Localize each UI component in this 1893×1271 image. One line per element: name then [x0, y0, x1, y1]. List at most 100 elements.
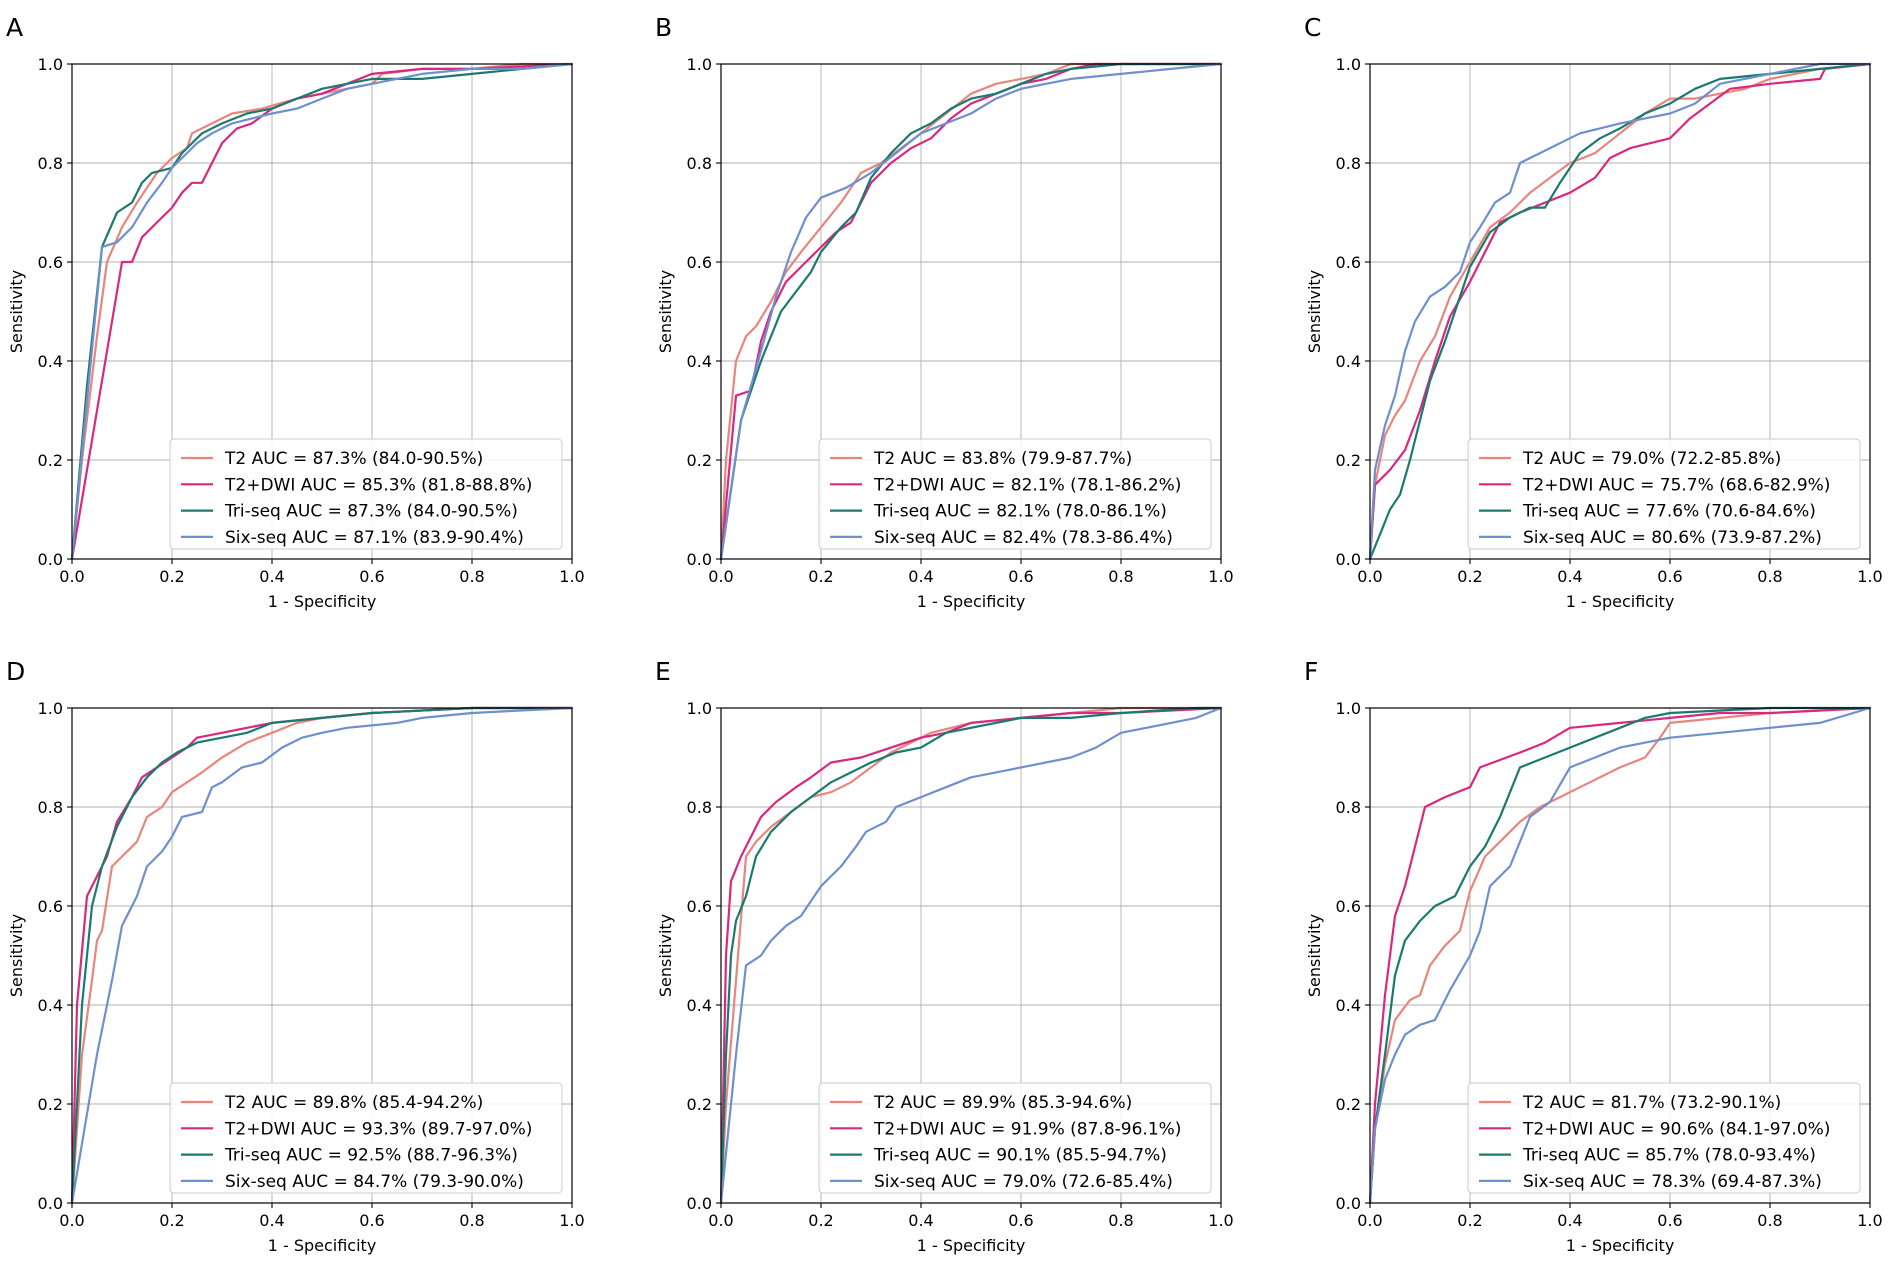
legend-label-t2: T2 AUC = 87.3% (84.0-90.5%): [224, 449, 483, 469]
x-tick-label: 0.4: [259, 567, 284, 586]
roc-curve-tri-seq: [70, 62, 574, 561]
legend-label-t2-dwi: T2+DWI AUC = 75.7% (68.6-82.9%): [1522, 475, 1830, 495]
panel-label: F: [1304, 657, 1318, 686]
y-tick-label: 0.8: [687, 154, 712, 173]
y-tick-label: 0.2: [38, 1095, 63, 1114]
y-tick-label: 0.4: [38, 352, 63, 371]
x-tick-label: 0.2: [159, 567, 184, 586]
y-tick-label: 1.0: [1336, 55, 1361, 74]
roc-curve-t2: [1368, 706, 1872, 1205]
legend-label-t2-dwi: T2+DWI AUC = 90.6% (84.1-97.0%): [1522, 1119, 1830, 1139]
x-tick-label: 0.2: [1457, 567, 1482, 586]
panel-d: 0.0 0.2 0.4 0.6 0.8 1.0 0.0 0.2 0.4 0.6 0.8 1.0 1 - …: [6, 657, 585, 1255]
x-tick-label: 0.8: [1757, 567, 1782, 586]
x-tick-label: 0.8: [1108, 567, 1133, 586]
y-tick-label: 0.2: [1336, 1095, 1361, 1114]
axes-frame: [1369, 63, 1871, 560]
y-tick-label: 1.0: [687, 699, 712, 718]
y-tick-label: 1.0: [687, 55, 712, 74]
legend-box: [169, 1082, 563, 1194]
roc-curve-tri-seq: [1368, 706, 1872, 1205]
legend-label-tri-seq: Tri-seq AUC = 87.3% (84.0-90.5%): [224, 502, 518, 522]
x-tick-label: 1.0: [559, 567, 584, 586]
panel-f: 0.0 0.2 0.4 0.6 0.8 1.0 0.0 0.2 0.4 0.6 0.8 1.0 1 - …: [1304, 657, 1883, 1255]
y-tick-label: 0.6: [687, 897, 712, 916]
x-tick-label: 0.0: [59, 1211, 84, 1230]
roc-curve-t2-dwi: [1368, 62, 1872, 561]
y-tick-label: 0.4: [687, 352, 712, 371]
y-tick-label: 0.2: [1336, 451, 1361, 470]
x-tick-label: 0.4: [908, 567, 933, 586]
x-tick-label: 1.0: [559, 1211, 584, 1230]
legend-box: [1467, 1082, 1861, 1194]
legend-label-six-seq: Six-seq AUC = 84.7% (79.3-90.0%): [225, 1172, 524, 1192]
y-tick-label: 0.6: [1336, 897, 1361, 916]
legend-label-six-seq: Six-seq AUC = 87.1% (83.9-90.4%): [225, 528, 524, 548]
y-tick-label: 0.8: [1336, 798, 1361, 817]
panel-b: 0.0 0.2 0.4 0.6 0.8 1.0 0.0 0.2 0.4 0.6 0.8 1.0 1 - …: [655, 13, 1234, 611]
y-axis-label: Sensitivity: [7, 914, 26, 997]
x-tick-label: 0.4: [1557, 1211, 1582, 1230]
legend-label-t2: T2 AUC = 79.0% (72.2-85.8%): [1522, 449, 1781, 469]
roc-curve-t2-dwi: [719, 62, 1223, 561]
x-tick-label: 0.2: [159, 1211, 184, 1230]
legend-label-t2-dwi: T2+DWI AUC = 85.3% (81.8-88.8%): [224, 475, 532, 495]
x-axis-label: 1 - Specificity: [268, 592, 377, 611]
legend-label-t2-dwi: T2+DWI AUC = 91.9% (87.8-96.1%): [873, 1119, 1181, 1139]
roc-curve-t2: [719, 62, 1223, 561]
x-tick-label: 0.6: [1008, 567, 1033, 586]
roc-curve-six-seq: [719, 62, 1223, 561]
x-tick-label: 0.2: [1457, 1211, 1482, 1230]
y-tick-label: 0.2: [687, 1095, 712, 1114]
legend-label-tri-seq: Tri-seq AUC = 82.1% (78.0-86.1%): [873, 502, 1167, 522]
legend-label-t2: T2 AUC = 81.7% (73.2-90.1%): [1522, 1093, 1781, 1113]
x-tick-label: 0.6: [359, 1211, 384, 1230]
axes-frame: [720, 707, 1222, 1204]
x-tick-label: 0.6: [1657, 567, 1682, 586]
y-tick-label: 0.8: [38, 154, 63, 173]
x-tick-label: 0.8: [459, 1211, 484, 1230]
y-tick-label: 0.6: [687, 253, 712, 272]
y-tick-label: 0.4: [1336, 996, 1361, 1015]
panel-label: B: [655, 13, 672, 42]
x-tick-label: 0.0: [708, 1211, 733, 1230]
legend-label-tri-seq: Tri-seq AUC = 77.6% (70.6-84.6%): [1522, 502, 1816, 522]
y-tick-label: 0.0: [687, 550, 712, 569]
legend-label-tri-seq: Tri-seq AUC = 85.7% (78.0-93.4%): [1522, 1146, 1816, 1166]
legend: T2 AUC = 89.8% (85.4-94.2%) T2+DWI AUC = …: [169, 1082, 563, 1194]
y-tick-label: 0.2: [687, 451, 712, 470]
x-tick-label: 1.0: [1208, 567, 1233, 586]
y-tick-label: 0.4: [38, 996, 63, 1015]
panel-label: E: [655, 657, 671, 686]
legend-label-tri-seq: Tri-seq AUC = 90.1% (85.5-94.7%): [873, 1146, 1167, 1166]
y-axis-label: Sensitivity: [656, 270, 675, 353]
panel-a: 0.0 0.2 0.4 0.6 0.8 1.0 0.0 0.2 0.4 0.6 0.8 1.0 1 - …: [6, 13, 585, 611]
legend-label-t2: T2 AUC = 89.9% (85.3-94.6%): [873, 1093, 1132, 1113]
axes-frame: [71, 707, 573, 1204]
x-axis-label: 1 - Specificity: [268, 1236, 377, 1255]
roc-curve-tri-seq: [719, 706, 1223, 1205]
x-tick-label: 0.8: [459, 567, 484, 586]
x-tick-label: 0.6: [359, 567, 384, 586]
panel-label: D: [6, 657, 25, 686]
y-tick-label: 1.0: [38, 55, 63, 74]
x-tick-label: 0.0: [1357, 1211, 1382, 1230]
legend-label-tri-seq: Tri-seq AUC = 92.5% (88.7-96.3%): [224, 1146, 518, 1166]
x-tick-label: 0.4: [1557, 567, 1582, 586]
y-axis-label: Sensitivity: [656, 914, 675, 997]
x-tick-label: 0.4: [908, 1211, 933, 1230]
y-axis-label: Sensitivity: [7, 270, 26, 353]
roc-curve-six-seq: [719, 706, 1223, 1205]
roc-curve-tri-seq: [1368, 62, 1872, 561]
legend-label-t2: T2 AUC = 89.8% (85.4-94.2%): [224, 1093, 483, 1113]
y-tick-label: 0.6: [1336, 253, 1361, 272]
roc-curve-six-seq: [1368, 706, 1872, 1205]
x-axis-label: 1 - Specificity: [1566, 592, 1675, 611]
axes-frame: [71, 63, 573, 560]
legend-label-t2-dwi: T2+DWI AUC = 93.3% (89.7-97.0%): [224, 1119, 532, 1139]
legend: T2 AUC = 81.7% (73.2-90.1%) T2+DWI AUC = …: [1467, 1082, 1861, 1194]
y-tick-label: 0.4: [687, 996, 712, 1015]
y-tick-label: 0.8: [687, 798, 712, 817]
y-tick-label: 0.0: [38, 1194, 63, 1213]
x-tick-label: 0.6: [1008, 1211, 1033, 1230]
